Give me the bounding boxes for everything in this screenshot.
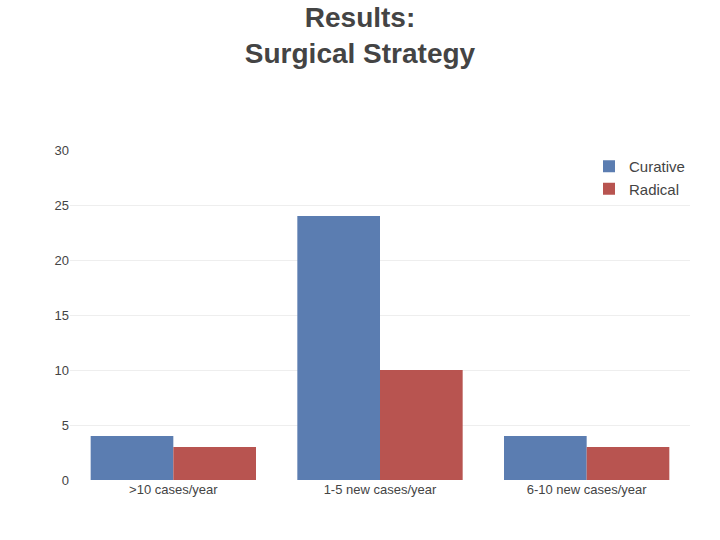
svg-text:Results:Surgical Strategy: Results:Surgical Strategy: [245, 2, 476, 69]
svg-text:30: 30: [55, 143, 69, 158]
svg-text:0: 0: [62, 473, 69, 488]
svg-text:1-5 new cases/year: 1-5 new cases/year: [324, 482, 437, 497]
svg-text:6-10 new cases/year: 6-10 new cases/year: [527, 482, 648, 497]
svg-text:20: 20: [55, 253, 69, 268]
svg-text:>10 cases/year: >10 cases/year: [129, 482, 218, 497]
svg-text:15: 15: [55, 308, 69, 323]
svg-text:Radical: Radical: [629, 181, 679, 198]
svg-text:25: 25: [55, 198, 69, 213]
svg-text:Curative: Curative: [629, 158, 685, 175]
svg-text:5: 5: [62, 418, 69, 433]
svg-text:10: 10: [55, 363, 69, 378]
